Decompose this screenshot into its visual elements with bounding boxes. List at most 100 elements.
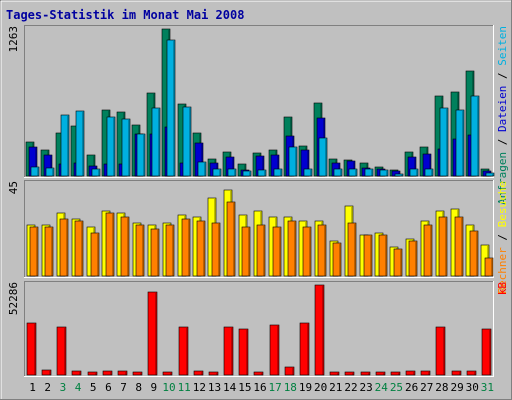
bar-rechner (241, 226, 251, 277)
bar-shade (188, 220, 190, 276)
bar-shade (325, 139, 327, 176)
day-label: 15 (238, 381, 251, 394)
bar-shade (340, 170, 342, 176)
y-max-label: 45 (7, 181, 20, 194)
bar-shade (339, 244, 341, 276)
bar-rechner (438, 216, 448, 277)
bar-shade (49, 371, 51, 375)
bar-shade (82, 112, 84, 176)
bar-rechner (393, 248, 403, 277)
bar-kb (360, 371, 371, 376)
bar-shade (52, 169, 54, 176)
bar-kb (329, 371, 340, 376)
bar-shade (186, 328, 188, 375)
bar-seiten (379, 169, 389, 177)
bar-shade (112, 214, 114, 276)
bar-rechner (105, 212, 115, 277)
bar-kb (147, 291, 158, 376)
bar-shade (64, 328, 66, 375)
bar-kb (71, 370, 82, 376)
bar-shade (125, 372, 127, 375)
day-label: 9 (151, 381, 158, 394)
day-label: 20 (314, 381, 327, 394)
legend-entry: kB (496, 282, 509, 296)
bar-shade (416, 170, 418, 176)
legend: Rechner / Besuche (496, 181, 509, 294)
bar-shade (370, 236, 372, 276)
day-label: 23 (360, 381, 373, 394)
bar-kb (299, 322, 310, 376)
bar-kb (344, 371, 355, 376)
bar-shade (309, 228, 311, 276)
bar-seiten (288, 146, 298, 177)
bar-rechner (59, 218, 69, 277)
bar-seiten (394, 173, 404, 177)
bar-rechner (120, 216, 130, 277)
bar-seiten (273, 168, 283, 177)
bar-shade (415, 242, 417, 276)
bar-rechner (74, 220, 84, 277)
bar-shade (249, 172, 251, 176)
bar-shade (429, 155, 431, 176)
bar-shade (110, 372, 112, 375)
bar-kb (223, 326, 234, 376)
bar-shade (140, 373, 142, 375)
y-max-label: 1263 (7, 26, 20, 53)
bar-seiten (470, 95, 480, 177)
legend-separator: / (496, 66, 509, 86)
bar-shade (310, 170, 312, 176)
bar-seiten (242, 170, 252, 177)
bar-shade (218, 224, 220, 276)
bar-rechner (363, 234, 373, 277)
bar-shade (203, 222, 205, 276)
bar-shade (386, 171, 388, 176)
day-label: 17 (269, 381, 282, 394)
day-label: 18 (284, 381, 297, 394)
bar-shade (34, 324, 36, 375)
bar-shade (246, 330, 248, 375)
bar-seiten (333, 168, 343, 177)
bar-shade (459, 372, 461, 375)
day-label: 14 (223, 381, 237, 394)
day-label: 10 (162, 381, 175, 394)
bar-shade (36, 228, 38, 276)
bar-seiten (364, 168, 374, 177)
bar-shade (446, 109, 448, 176)
bar-seiten (303, 168, 313, 177)
bar-shade (400, 250, 402, 276)
bar-seiten (485, 172, 495, 177)
bar-shade (401, 175, 403, 176)
bar-seiten (318, 137, 328, 177)
day-label: 5 (90, 381, 97, 394)
bar-kb (390, 371, 401, 376)
bar-shade (414, 158, 416, 176)
day-label: 27 (420, 381, 433, 394)
y-max-label: 52286 (7, 282, 20, 315)
bar-seiten (75, 110, 85, 177)
day-label: 30 (466, 381, 479, 394)
day-label: 6 (105, 381, 112, 394)
bar-shade (383, 373, 385, 375)
day-label: 7 (120, 381, 127, 394)
panel-middle: 45 Rechner / Besuche (7, 180, 509, 294)
legend-separator: / (496, 227, 509, 247)
bar-shade (201, 372, 203, 375)
day-label: 12 (193, 381, 206, 394)
x-axis-labels: 1 2 3 4 5 6 7 8 9 10 11 12 13 14 15 16 17 18 19 20 21 22 23 24 2… (29, 381, 494, 394)
bar-kb (26, 322, 37, 376)
bar-rechner (347, 222, 357, 277)
bar-seiten (197, 161, 207, 177)
bar-kb (41, 369, 52, 376)
bar-rechner (90, 232, 100, 277)
bar-shade (277, 326, 279, 375)
bar-kb (284, 366, 295, 376)
bar-seiten (182, 106, 192, 177)
bar-rechner (302, 226, 312, 277)
bar-seiten (455, 109, 465, 177)
bar-shade (280, 170, 282, 176)
bar-rechner (44, 226, 54, 277)
day-label: 22 (344, 381, 357, 394)
bar-seiten (45, 167, 55, 177)
bar-shade (79, 372, 81, 375)
